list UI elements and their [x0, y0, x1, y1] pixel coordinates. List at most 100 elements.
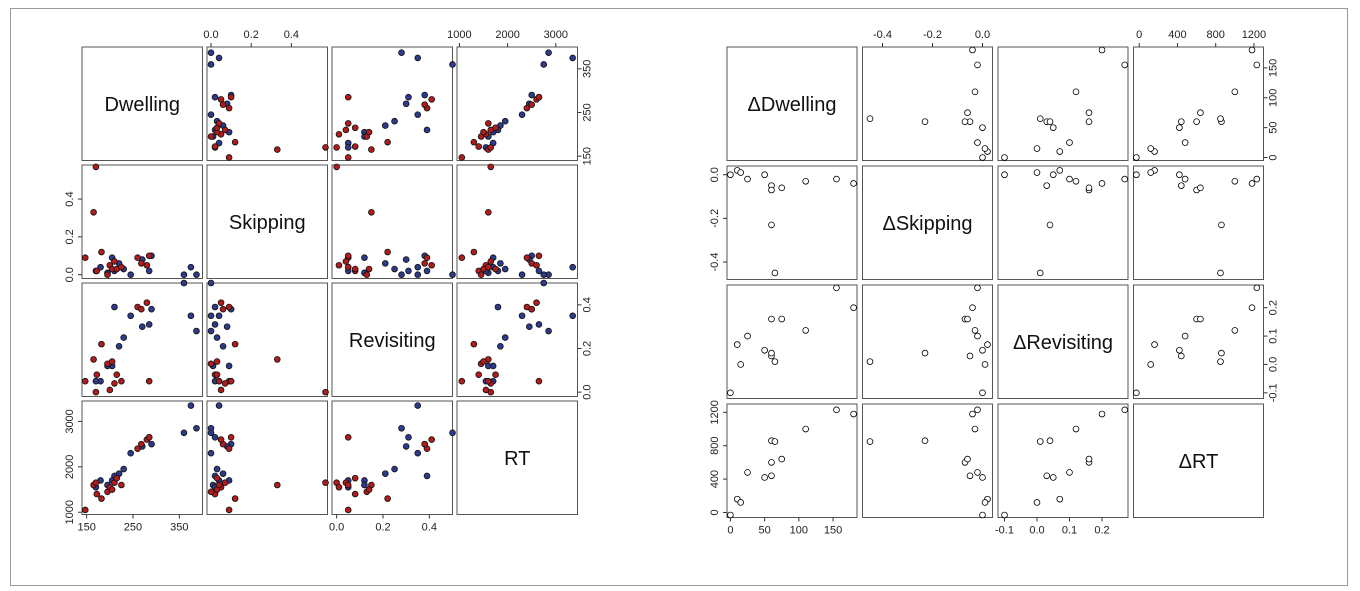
scatter-point	[344, 120, 352, 127]
scatter-point	[92, 377, 100, 385]
x-tick-label: 0.0	[329, 522, 344, 534]
x-tick-label: -0.2	[923, 29, 942, 41]
scatter-point	[802, 177, 809, 185]
scatter-point	[921, 118, 929, 125]
scatter-point	[231, 340, 239, 348]
scatter-point	[231, 138, 239, 146]
panel-border	[726, 46, 858, 161]
scatter-point	[969, 304, 976, 312]
x-tick-label: 0.4	[422, 522, 437, 534]
scatter-point	[414, 271, 422, 279]
scatter-point	[423, 126, 431, 134]
panel-border	[726, 284, 858, 399]
scatter-point	[1046, 221, 1054, 229]
scatter-point	[361, 481, 368, 489]
scatter-point	[525, 323, 533, 330]
scatter-point	[1121, 175, 1129, 183]
scatter-point	[1036, 438, 1044, 445]
y-tick-label: 3000	[64, 409, 76, 433]
scatter-point	[93, 267, 101, 275]
scatter-point	[1085, 118, 1093, 125]
scatter-point	[217, 299, 225, 306]
panel-border	[456, 282, 578, 397]
scatter-point	[145, 377, 153, 385]
scatter-point	[421, 440, 428, 448]
scatter-point	[1036, 115, 1044, 122]
scatter-point	[207, 61, 215, 68]
scatter-point	[344, 263, 352, 271]
scatter-point	[414, 54, 422, 62]
scatter-point	[1033, 169, 1041, 176]
scatter-point	[727, 171, 734, 179]
scatter-point	[145, 252, 153, 260]
scatter-point	[213, 358, 221, 365]
scatter-point	[213, 334, 221, 341]
scatter-point	[480, 358, 487, 365]
x-tick-label: 0.0	[1029, 525, 1044, 537]
scatter-point	[111, 258, 118, 265]
scatter-point	[405, 434, 412, 441]
scatter-point	[778, 315, 786, 323]
panel-border	[997, 403, 1129, 518]
scatter-point	[118, 263, 125, 271]
scatter-point	[771, 358, 779, 365]
scatter-point	[113, 371, 121, 378]
x-tick-label: 400	[1168, 29, 1186, 41]
diagonal-variable-label: Dwelling	[104, 94, 180, 116]
x-tick-label: 2000	[495, 29, 519, 41]
scatter-point	[518, 312, 526, 320]
scatter-point	[733, 341, 741, 348]
scatter-point	[98, 248, 105, 256]
scatter-point	[115, 342, 123, 350]
scatter-point	[1253, 284, 1261, 292]
x-tick-label: 0.2	[375, 522, 390, 534]
scatter-point	[1248, 46, 1256, 54]
panel-border	[997, 165, 1129, 280]
scatter-point	[533, 261, 540, 269]
scatter-point	[143, 261, 151, 269]
x-tick-label: 150	[77, 522, 95, 534]
scatter-point	[207, 111, 215, 118]
scatter-point	[497, 342, 504, 350]
scatter-point	[98, 495, 105, 502]
scatter-point	[1121, 61, 1129, 69]
scatter-point	[540, 279, 548, 287]
scatter-point	[92, 388, 100, 396]
scatter-point	[458, 154, 466, 161]
y-tick-label: 0.0	[709, 167, 721, 182]
scatter-point	[1176, 124, 1183, 131]
scatter-point	[492, 265, 499, 273]
panel-border	[456, 164, 578, 279]
scatter-point	[969, 410, 976, 418]
scatter-point	[405, 267, 412, 275]
scatter-point	[1133, 171, 1140, 179]
scatter-point	[368, 146, 375, 153]
y-tick-label: 1200	[709, 400, 721, 424]
scatter-point	[1043, 472, 1051, 480]
scatter-point	[969, 46, 976, 54]
scatter-point	[866, 358, 874, 365]
scatter-point	[365, 486, 373, 493]
scatter-point	[344, 481, 352, 489]
scatter-point	[971, 327, 979, 334]
scatter-point	[535, 252, 543, 260]
scatter-point	[423, 267, 431, 275]
scatter-point	[92, 479, 100, 487]
scatter-point	[744, 175, 751, 183]
scatter-point	[470, 138, 478, 146]
scatter-point	[207, 429, 215, 437]
y-tick-label: 0.2	[582, 341, 594, 356]
scatter-point	[391, 265, 398, 273]
scatter-point	[1181, 139, 1189, 146]
scatter-point	[1001, 511, 1008, 519]
scatter-point	[351, 474, 359, 482]
scatter-point	[833, 284, 840, 292]
scatter-point	[737, 169, 744, 176]
scatter-point	[1049, 124, 1057, 131]
panel-border	[206, 46, 328, 161]
scatter-point	[333, 163, 340, 171]
scatter-point	[127, 449, 134, 457]
scatter-point	[322, 479, 329, 487]
scatter-point	[727, 511, 734, 519]
